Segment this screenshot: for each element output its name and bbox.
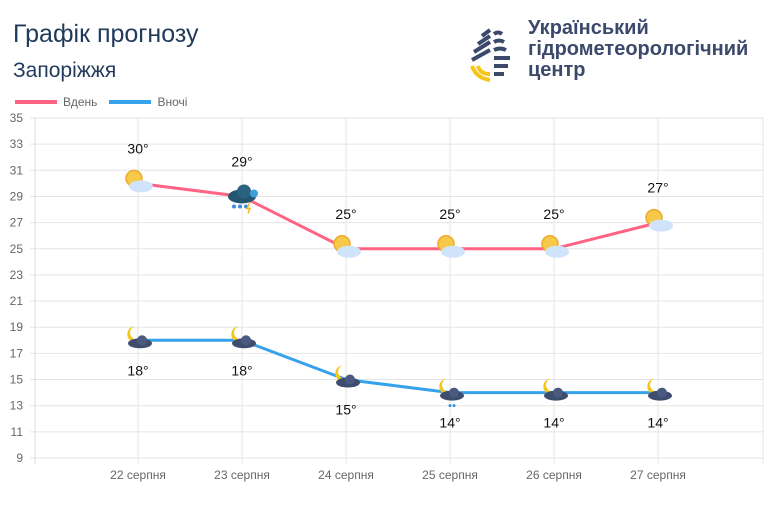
y-tick-label: 15 [10,373,24,387]
y-tick-label: 17 [10,346,24,360]
moon-cloud-icon [127,326,152,349]
raindrop-icon [232,204,236,209]
y-tick-label: 33 [10,137,24,151]
org-line: гідрометеорологічний [528,38,749,60]
moon-icon [647,378,663,395]
x-tick-label: 23 серпня [214,468,270,482]
org-line: центр [528,59,586,81]
raindrop-icon [448,404,452,408]
lightning-icon [245,202,252,214]
y-tick-label: 29 [10,189,24,203]
moon-cloud-icon [543,378,568,401]
y-tick-label: 31 [10,163,24,177]
sun-cloud-icon [541,235,569,258]
cloud-icon [337,245,361,258]
series-line-day [137,181,659,251]
organization-name: Український гідрометеорологічний центр [528,18,748,81]
data-label: 14° [647,415,668,431]
cloud-icon [441,245,465,258]
legend-label-night[interactable]: Вночі [157,95,188,109]
y-tick-label: 21 [10,294,24,308]
cloud-icon [250,189,258,198]
chart-legend: Вдень Вночі [15,95,187,109]
x-tick-label: 22 серпня [110,468,166,482]
cloud-icon [237,184,251,199]
data-label: 14° [439,415,460,431]
thunderstorm-rain-icon [228,184,258,214]
cloud-icon [553,387,563,398]
data-label: 29° [231,153,252,169]
moon-cloud-rain-icon [439,378,464,408]
data-label: 15° [335,402,356,418]
x-tick-label: 25 серпня [422,468,478,482]
hydromet-logo-icon [470,28,510,82]
data-label: 30° [127,140,148,156]
y-tick-label: 35 [10,111,24,125]
x-tick-label: 24 серпня [318,468,374,482]
moon-icon [543,378,559,395]
moon-cloud-icon [647,378,672,401]
y-tick-label: 23 [10,268,24,282]
page-title: Графік прогнозу [13,20,199,48]
moon-icon [335,365,351,382]
cloud-icon [345,374,355,385]
cloud-icon [657,387,667,398]
cloud-icon [137,335,147,346]
org-line: Український [528,17,649,39]
y-tick-label: 13 [10,399,24,413]
cloud-icon [129,180,153,193]
y-tick-label: 19 [10,320,24,334]
sun-cloud-icon [645,208,673,232]
x-tick-label: 27 серпня [630,468,686,482]
series-line-night [138,338,658,395]
cloud-icon [241,335,251,346]
cloud-icon [545,245,569,258]
moon-cloud-icon [335,365,360,388]
data-label: 18° [231,362,252,378]
y-tick-label: 11 [11,425,24,439]
y-tick-label: 25 [10,242,24,256]
data-label: 25° [543,206,564,222]
sun-cloud-icon [333,235,361,258]
data-label: 25° [335,206,356,222]
legend-swatch-night[interactable] [109,100,152,104]
raindrop-icon [452,404,456,408]
cloud-icon [649,219,673,232]
y-tick-label: 27 [10,216,24,230]
raindrop-icon [238,204,242,209]
y-tick-label: 9 [16,451,23,465]
data-label: 18° [127,362,148,378]
legend-label-day[interactable]: Вдень [63,95,98,109]
x-tick-label: 26 серпня [526,468,582,482]
sun-cloud-icon [437,235,465,258]
moon-icon [439,378,455,395]
data-label: 27° [647,180,668,196]
cloud-icon [449,387,459,398]
moon-icon [127,326,143,343]
data-label: 14° [543,415,564,431]
data-label: 25° [439,206,460,222]
moon-cloud-icon [231,326,256,349]
legend-swatch-day[interactable] [15,100,57,104]
city-name: Запоріжжя [13,59,117,82]
sun-cloud-icon [125,169,153,193]
moon-icon [231,326,247,343]
